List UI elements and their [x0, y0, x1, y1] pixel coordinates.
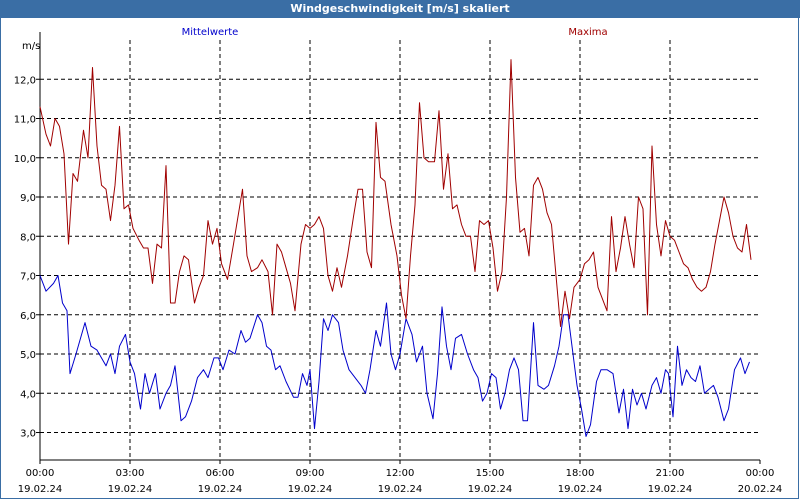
x-tick-date: 19.02.24: [558, 484, 603, 495]
x-tick-time: 00:00: [26, 468, 55, 479]
x-tick-time: 03:00: [116, 468, 145, 479]
x-tick-time: 21:00: [656, 468, 685, 479]
legend-mittelwerte: Mittelwerte: [182, 27, 239, 38]
x-tick-date: 19.02.24: [648, 484, 693, 495]
y-tick-label: 12,0: [14, 75, 36, 86]
series-line-mittelwerte: [39, 275, 750, 437]
x-tick-time: 15:00: [476, 468, 505, 479]
y-tick-label: 4,0: [20, 389, 36, 400]
x-tick-date: 19.02.24: [198, 484, 243, 495]
x-tick-time: 00:00: [746, 468, 775, 479]
x-tick-date: 19.02.24: [378, 484, 423, 495]
y-axis-label: m/s: [22, 41, 40, 52]
x-tick-date: 19.02.24: [468, 484, 513, 495]
axes: 3,0 4,0 5,0 6,0 7,0 8,0 9,0 10,0 11,0 12,0 00:00 19…: [14, 32, 783, 495]
x-tick-date: 20.02.24: [738, 484, 783, 495]
y-tick-label: 7,0: [20, 272, 36, 283]
x-tick-date: 19.02.24: [288, 484, 333, 495]
y-tick-label: 3,0: [20, 429, 36, 440]
y-tick-label: 5,0: [20, 350, 36, 361]
window-title: Windgeschwindigkeit [m/s] skaliert: [0, 0, 800, 18]
legend-maxima: Maxima: [568, 27, 607, 38]
y-tick-label: 8,0: [20, 232, 36, 243]
y-tick-label: 9,0: [20, 193, 36, 204]
x-tick-time: 12:00: [386, 468, 415, 479]
x-tick-date: 19.02.24: [18, 484, 63, 495]
series-line-maxima: [39, 59, 752, 327]
x-tick-date: 19.02.24: [108, 484, 153, 495]
y-tick-label: 6,0: [20, 311, 36, 322]
y-tick-label: 11,0: [14, 115, 36, 126]
y-tick-label: 10,0: [14, 154, 36, 165]
series: [39, 59, 752, 437]
x-tick-time: 18:00: [566, 468, 595, 479]
x-tick-time: 06:00: [206, 468, 235, 479]
x-tick-time: 09:00: [296, 468, 325, 479]
